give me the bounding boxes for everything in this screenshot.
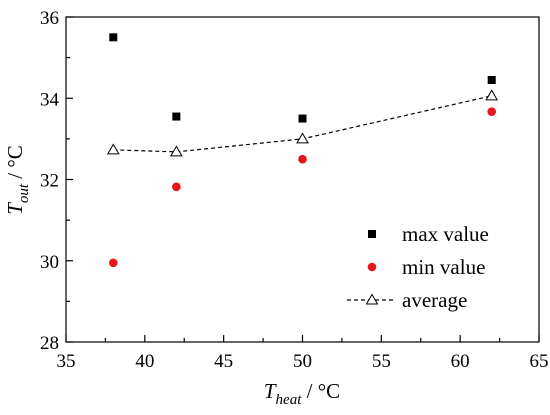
x-tick-label: 60 (451, 351, 470, 372)
legend: max value min value average (347, 222, 489, 312)
x-axis-label: Theat / °C (264, 379, 340, 408)
point-max-value (487, 75, 496, 84)
x-tick-label: 35 (57, 351, 76, 372)
x-tick-label: 40 (135, 351, 154, 372)
legend-label-min-value: min value (402, 255, 485, 279)
point-min-value (109, 258, 118, 268)
legend-marker-min-value (367, 262, 377, 272)
y-axis-label: Tout / °C (3, 145, 32, 215)
y-tick-label: 28 (40, 333, 59, 354)
point-average (169, 145, 183, 157)
point-average (485, 89, 499, 101)
point-min-value (172, 182, 181, 192)
x-axis-unit: / °C (301, 379, 340, 403)
y-axis-subscript: out (16, 183, 32, 203)
point-max-value (298, 114, 307, 123)
x-axis-subscript: heat (276, 392, 303, 408)
x-tick-label: 55 (372, 351, 391, 372)
point-max-value (109, 33, 118, 42)
series-line-average (113, 95, 492, 153)
data-marks (106, 33, 499, 268)
x-tick-label: 50 (293, 351, 312, 372)
x-tick-label: 65 (530, 351, 549, 372)
y-axis-symbol: T (3, 202, 27, 215)
y-axis-unit: / °C (3, 145, 27, 184)
point-average (106, 143, 120, 155)
axis-ticks: 35 40 45 50 55 60 65 28 30 32 34 36 (40, 8, 549, 372)
x-tick-label: 45 (214, 351, 233, 372)
plot-frame (65, 16, 540, 343)
point-min-value (487, 107, 497, 116)
point-min-value (298, 154, 307, 164)
legend-marker-max-value (368, 230, 376, 238)
x-axis-symbol: T (264, 379, 277, 403)
y-tick-label: 34 (40, 89, 60, 110)
point-average (296, 132, 309, 144)
legend-label-average: average (402, 288, 467, 312)
legend-label-max-value: max value (402, 222, 489, 246)
legend-marker-average (365, 293, 379, 305)
y-tick-label: 32 (40, 171, 59, 192)
y-tick-label: 36 (40, 8, 59, 29)
y-tick-label: 30 (40, 252, 59, 273)
point-max-value (172, 112, 181, 121)
